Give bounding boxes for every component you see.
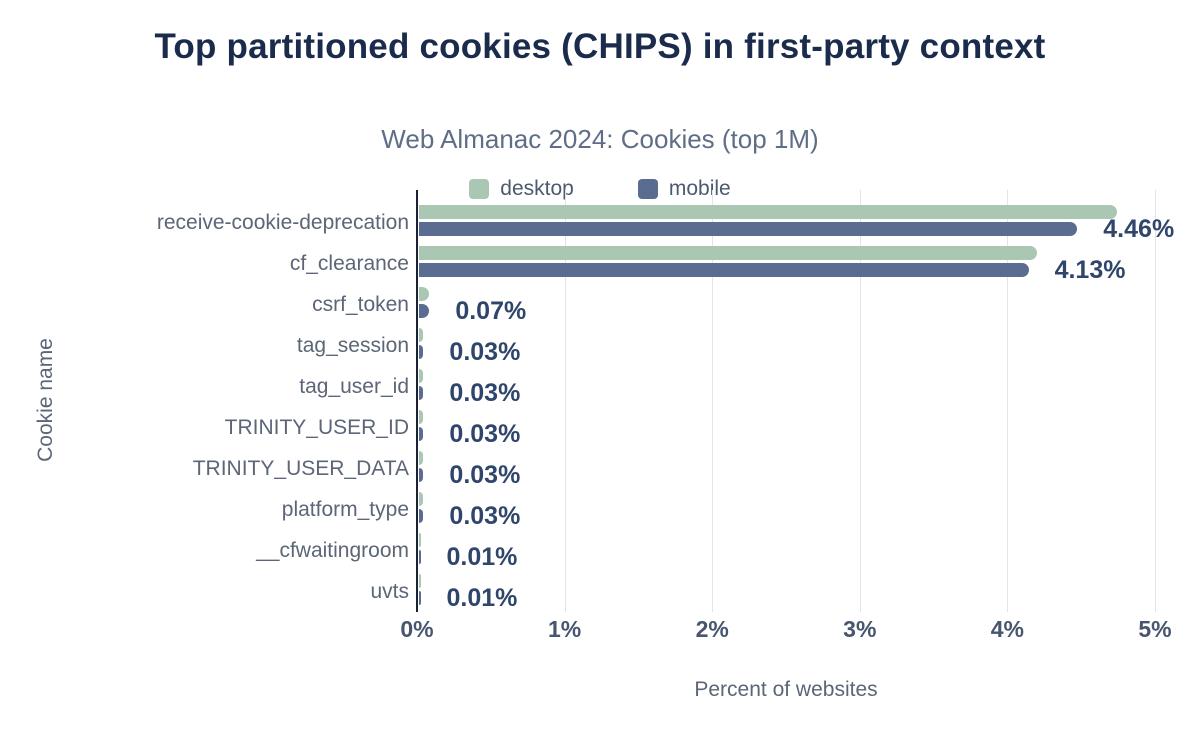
legend-swatch-desktop-icon xyxy=(469,179,490,199)
category-label: TRINITY_USER_DATA xyxy=(192,457,409,480)
x-tick-label: 0% xyxy=(400,616,434,642)
value-label: 0.03% xyxy=(449,420,521,448)
value-label: 4.46% xyxy=(1103,215,1175,243)
gridline xyxy=(1155,190,1156,612)
bar-mobile[interactable] xyxy=(419,263,1029,277)
bar-desktop[interactable] xyxy=(419,328,424,342)
bar-desktop[interactable] xyxy=(419,574,421,588)
value-label: 0.07% xyxy=(455,297,527,325)
bar-desktop[interactable] xyxy=(419,246,1038,260)
chart-title: Top partitioned cookies (CHIPS) in first… xyxy=(154,27,1046,66)
legend-item-mobile[interactable]: mobile xyxy=(637,177,731,201)
category-label: platform_type xyxy=(281,498,409,521)
x-tick-label: 5% xyxy=(1138,616,1172,642)
gridline xyxy=(564,190,566,612)
chart-subtitle: Web Almanac 2024: Cookies (top 1M) xyxy=(381,124,819,154)
value-label: 0.03% xyxy=(449,461,521,489)
value-label: 0.03% xyxy=(449,379,521,407)
bar-mobile[interactable] xyxy=(419,591,421,605)
bar-desktop[interactable] xyxy=(419,205,1118,219)
legend-label-desktop: desktop xyxy=(500,177,574,200)
category-label: TRINITY_USER_ID xyxy=(224,416,409,439)
bar-mobile[interactable] xyxy=(419,345,424,359)
value-label: 0.01% xyxy=(446,584,518,612)
x-tick-label: 1% xyxy=(547,616,582,642)
x-tick-label: 4% xyxy=(990,616,1025,642)
bar-desktop[interactable] xyxy=(419,410,424,424)
legend: desktop mobile xyxy=(0,176,1200,202)
category-label: tag_user_id xyxy=(299,375,409,398)
legend-item-desktop[interactable]: desktop xyxy=(469,177,574,201)
legend-swatch-mobile-icon xyxy=(637,179,658,199)
category-label: receive-cookie-deprecation xyxy=(156,211,409,234)
x-tick-label: 3% xyxy=(843,616,877,642)
gridline xyxy=(712,190,714,612)
bar-mobile[interactable] xyxy=(419,304,430,318)
x-tick-label: 2% xyxy=(695,616,729,642)
bar-mobile[interactable] xyxy=(419,427,424,441)
value-label: 0.01% xyxy=(446,543,518,571)
bar-desktop[interactable] xyxy=(419,451,424,465)
bar-mobile[interactable] xyxy=(419,222,1078,236)
bar-desktop[interactable] xyxy=(419,492,424,506)
category-label: uvts xyxy=(370,580,409,603)
value-label: 0.03% xyxy=(449,502,521,530)
bar-desktop[interactable] xyxy=(419,533,421,547)
category-label: cf_clearance xyxy=(289,252,409,275)
value-label: 4.13% xyxy=(1054,256,1126,284)
x-axis-title: Percent of websites xyxy=(694,678,878,701)
bar-mobile[interactable] xyxy=(419,550,421,564)
legend-label-mobile: mobile xyxy=(668,177,731,200)
bar-mobile[interactable] xyxy=(419,386,424,400)
category-label: csrf_token xyxy=(312,293,409,316)
category-label: tag_session xyxy=(296,334,409,357)
bar-mobile[interactable] xyxy=(419,509,424,523)
value-label: 0.03% xyxy=(449,338,521,366)
bar-desktop[interactable] xyxy=(419,287,430,301)
gridline xyxy=(859,190,861,612)
gridline xyxy=(1007,190,1009,612)
category-label: __cfwaitingroom xyxy=(256,539,409,562)
bar-desktop[interactable] xyxy=(419,369,424,383)
y-axis-line xyxy=(416,190,418,612)
bar-mobile[interactable] xyxy=(419,468,424,482)
